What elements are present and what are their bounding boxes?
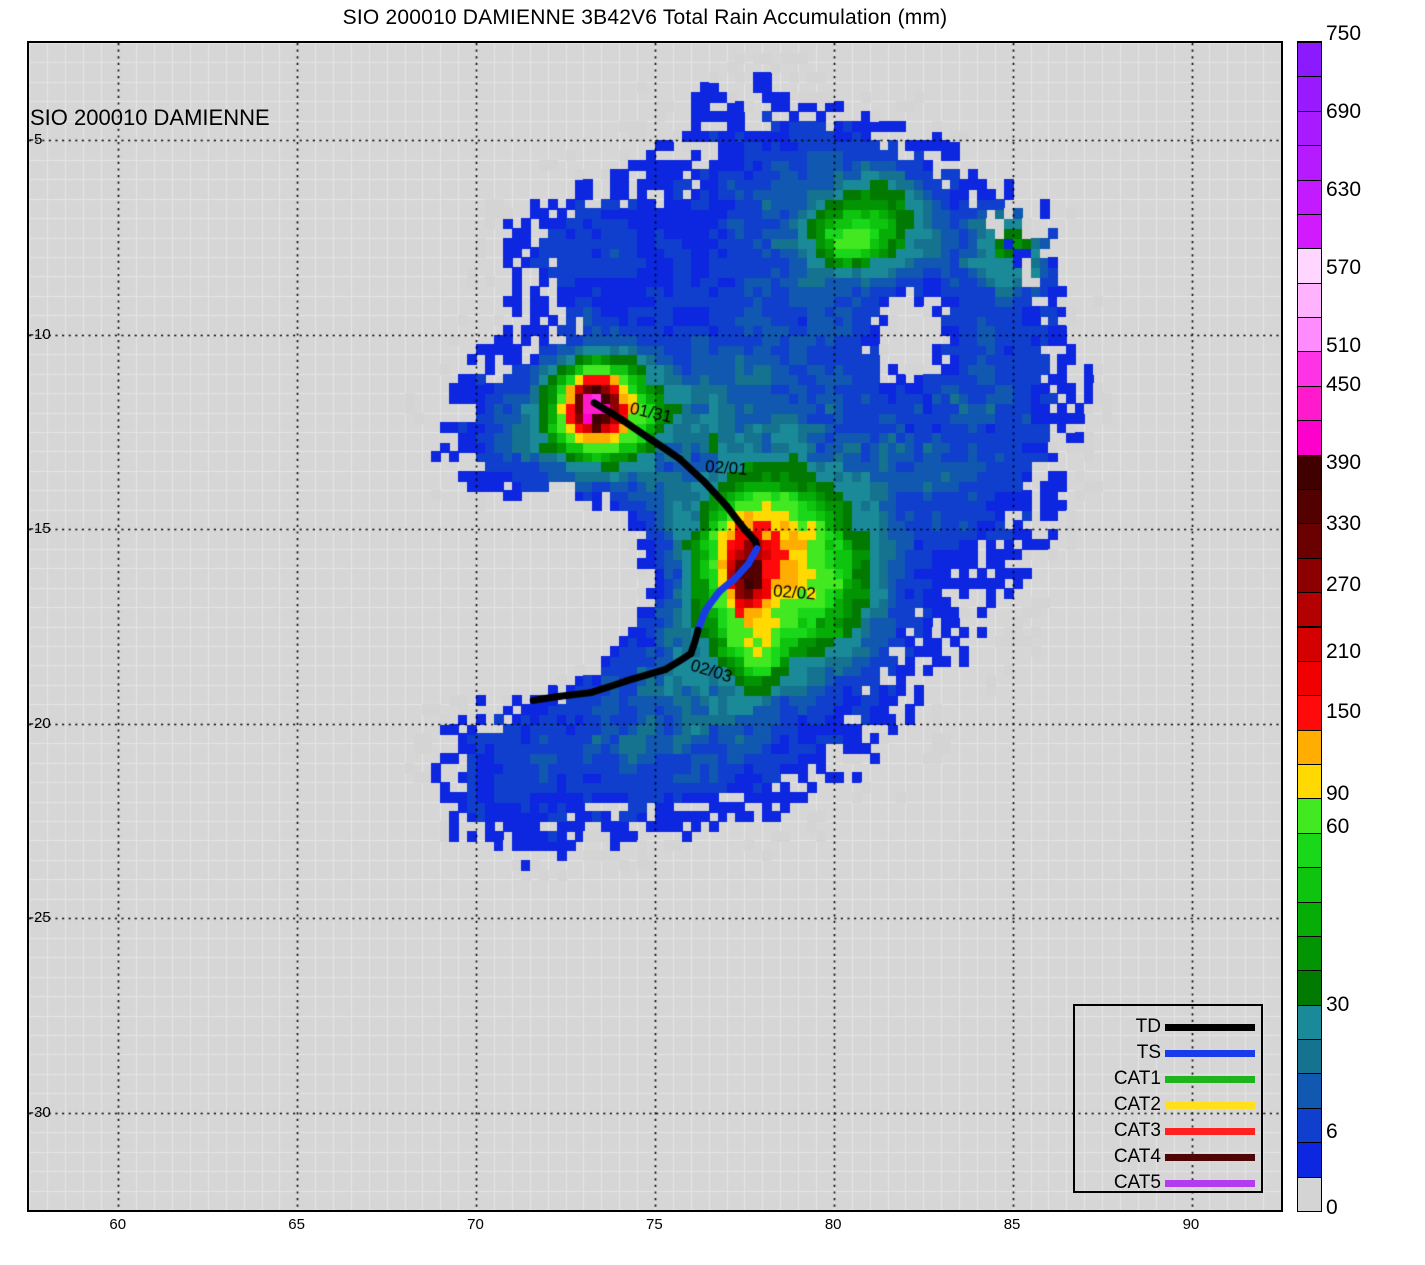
colorbar-tick-3: 570	[1326, 256, 1362, 279]
colorbar-cell-20	[1298, 729, 1321, 765]
legend-item-cat4[interactable]: CAT4	[1075, 1144, 1261, 1170]
page-title: SIO 200010 DAMIENNE 3B42V6 Total Rain Ac…	[342, 6, 948, 29]
legend-item-ts[interactable]: TS	[1075, 1040, 1261, 1066]
legend-color-swatch	[1165, 1049, 1255, 1057]
legend-label: CAT1	[1113, 1068, 1161, 1089]
x-axis-tick-5: 85	[1003, 1216, 1021, 1233]
y-axis-tick-4: -25	[29, 909, 51, 927]
colorbar-cell-9	[1298, 351, 1321, 386]
storm-track	[29, 43, 1281, 1210]
colorbar-cell-6	[1298, 248, 1321, 283]
legend-color-swatch	[1165, 1023, 1255, 1031]
colorbar-cell-12	[1298, 454, 1321, 489]
x-axis-tick-6: 90	[1182, 1216, 1200, 1233]
colorbar-tick-6: 390	[1326, 451, 1362, 474]
legend-color-swatch	[1165, 1101, 1255, 1109]
y-axis-tick-3: -20	[29, 714, 51, 732]
colorbar-tick-13: 30	[1326, 993, 1350, 1016]
legend-item-cat1[interactable]: CAT1	[1075, 1066, 1261, 1092]
colorbar-cell-4	[1298, 179, 1321, 214]
legend-color-swatch	[1165, 1179, 1255, 1187]
colorbar-cell-31	[1298, 1107, 1321, 1143]
legend-label: TD	[1135, 1016, 1161, 1037]
colorbar-cell-18	[1298, 660, 1321, 696]
track-category-legend: TD TS CAT1 CAT2 CAT3 CAT4 CAT5	[1073, 1004, 1263, 1193]
colorbar-cell-21	[1298, 764, 1321, 799]
colorbar	[1297, 41, 1322, 1212]
colorbar-cell-28	[1298, 1004, 1321, 1040]
rain-accumulation-map	[27, 41, 1283, 1212]
legend-item-cat2[interactable]: CAT2	[1075, 1092, 1261, 1118]
x-axis-tick-0: 60	[109, 1216, 127, 1233]
colorbar-cell-25	[1298, 901, 1321, 936]
colorbar-cell-29	[1298, 1039, 1321, 1074]
legend-label: CAT4	[1113, 1146, 1161, 1167]
colorbar-cell-5	[1298, 213, 1321, 249]
legend-item-cat3[interactable]: CAT3	[1075, 1118, 1261, 1144]
y-axis-tick-1: -10	[29, 325, 51, 343]
colorbar-cell-14	[1298, 523, 1321, 558]
colorbar-tick-9: 210	[1326, 640, 1362, 663]
colorbar-tick-11: 90	[1326, 782, 1350, 805]
y-axis-tick-2: -15	[29, 520, 51, 538]
legend-color-swatch	[1165, 1127, 1255, 1135]
colorbar-cell-16	[1298, 592, 1321, 627]
colorbar-tick-15: 0	[1326, 1196, 1338, 1219]
colorbar-cell-26	[1298, 935, 1321, 971]
colorbar-cell-8	[1298, 317, 1321, 352]
colorbar-tick-2: 630	[1326, 178, 1362, 201]
x-axis-tick-1: 65	[288, 1216, 305, 1233]
legend-item-cat5[interactable]: CAT5	[1075, 1170, 1261, 1196]
colorbar-cell-32	[1298, 1142, 1321, 1177]
colorbar-tick-14: 6	[1326, 1120, 1338, 1143]
colorbar-cell-3	[1298, 145, 1321, 180]
colorbar-cell-1	[1298, 76, 1321, 111]
colorbar-tick-12: 60	[1326, 815, 1350, 838]
legend-item-td[interactable]: TD	[1075, 1014, 1261, 1040]
legend-label: TS	[1136, 1042, 1161, 1063]
legend-label: CAT2	[1113, 1094, 1161, 1115]
legend-color-swatch	[1165, 1075, 1255, 1083]
x-axis-tick-3: 75	[646, 1216, 663, 1233]
colorbar-cell-22	[1298, 798, 1321, 833]
colorbar-cell-2	[1298, 110, 1321, 146]
colorbar-tick-10: 150	[1326, 700, 1362, 723]
colorbar-cell-11	[1298, 420, 1321, 455]
legend-label: CAT3	[1113, 1120, 1161, 1141]
colorbar-tick-8: 270	[1326, 573, 1362, 596]
colorbar-cell-19	[1298, 695, 1321, 730]
colorbar-cell-0	[1298, 42, 1321, 77]
colorbar-cell-10	[1298, 385, 1321, 421]
y-axis-tick-0: -5	[29, 131, 43, 149]
colorbar-cell-27	[1298, 970, 1321, 1005]
colorbar-cell-30	[1298, 1073, 1321, 1108]
legend-label: CAT5	[1113, 1172, 1161, 1193]
colorbar-cell-33	[1298, 1176, 1321, 1211]
x-axis-tick-2: 70	[467, 1216, 484, 1233]
storm-name-label: SIO 200010 DAMIENNE	[30, 105, 270, 130]
colorbar-cell-23	[1298, 832, 1321, 868]
colorbar-cell-24	[1298, 867, 1321, 902]
colorbar-tick-1: 690	[1326, 100, 1362, 123]
colorbar-cell-13	[1298, 488, 1321, 524]
colorbar-cell-15	[1298, 557, 1321, 593]
colorbar-tick-0: 750	[1326, 22, 1362, 45]
y-axis-tick-5: -30	[29, 1103, 51, 1121]
x-axis-tick-4: 80	[824, 1216, 842, 1233]
colorbar-tick-5: 450	[1326, 373, 1362, 396]
colorbar-cell-17	[1298, 626, 1321, 661]
legend-color-swatch	[1165, 1153, 1255, 1161]
colorbar-tick-4: 510	[1326, 334, 1362, 357]
colorbar-tick-7: 330	[1326, 512, 1362, 535]
colorbar-cell-7	[1298, 282, 1321, 318]
colorbar-tick-labels: 750 690 630 570 510 450 390 330 270 210 150 90 60 30 6…	[1326, 0, 1425, 1265]
